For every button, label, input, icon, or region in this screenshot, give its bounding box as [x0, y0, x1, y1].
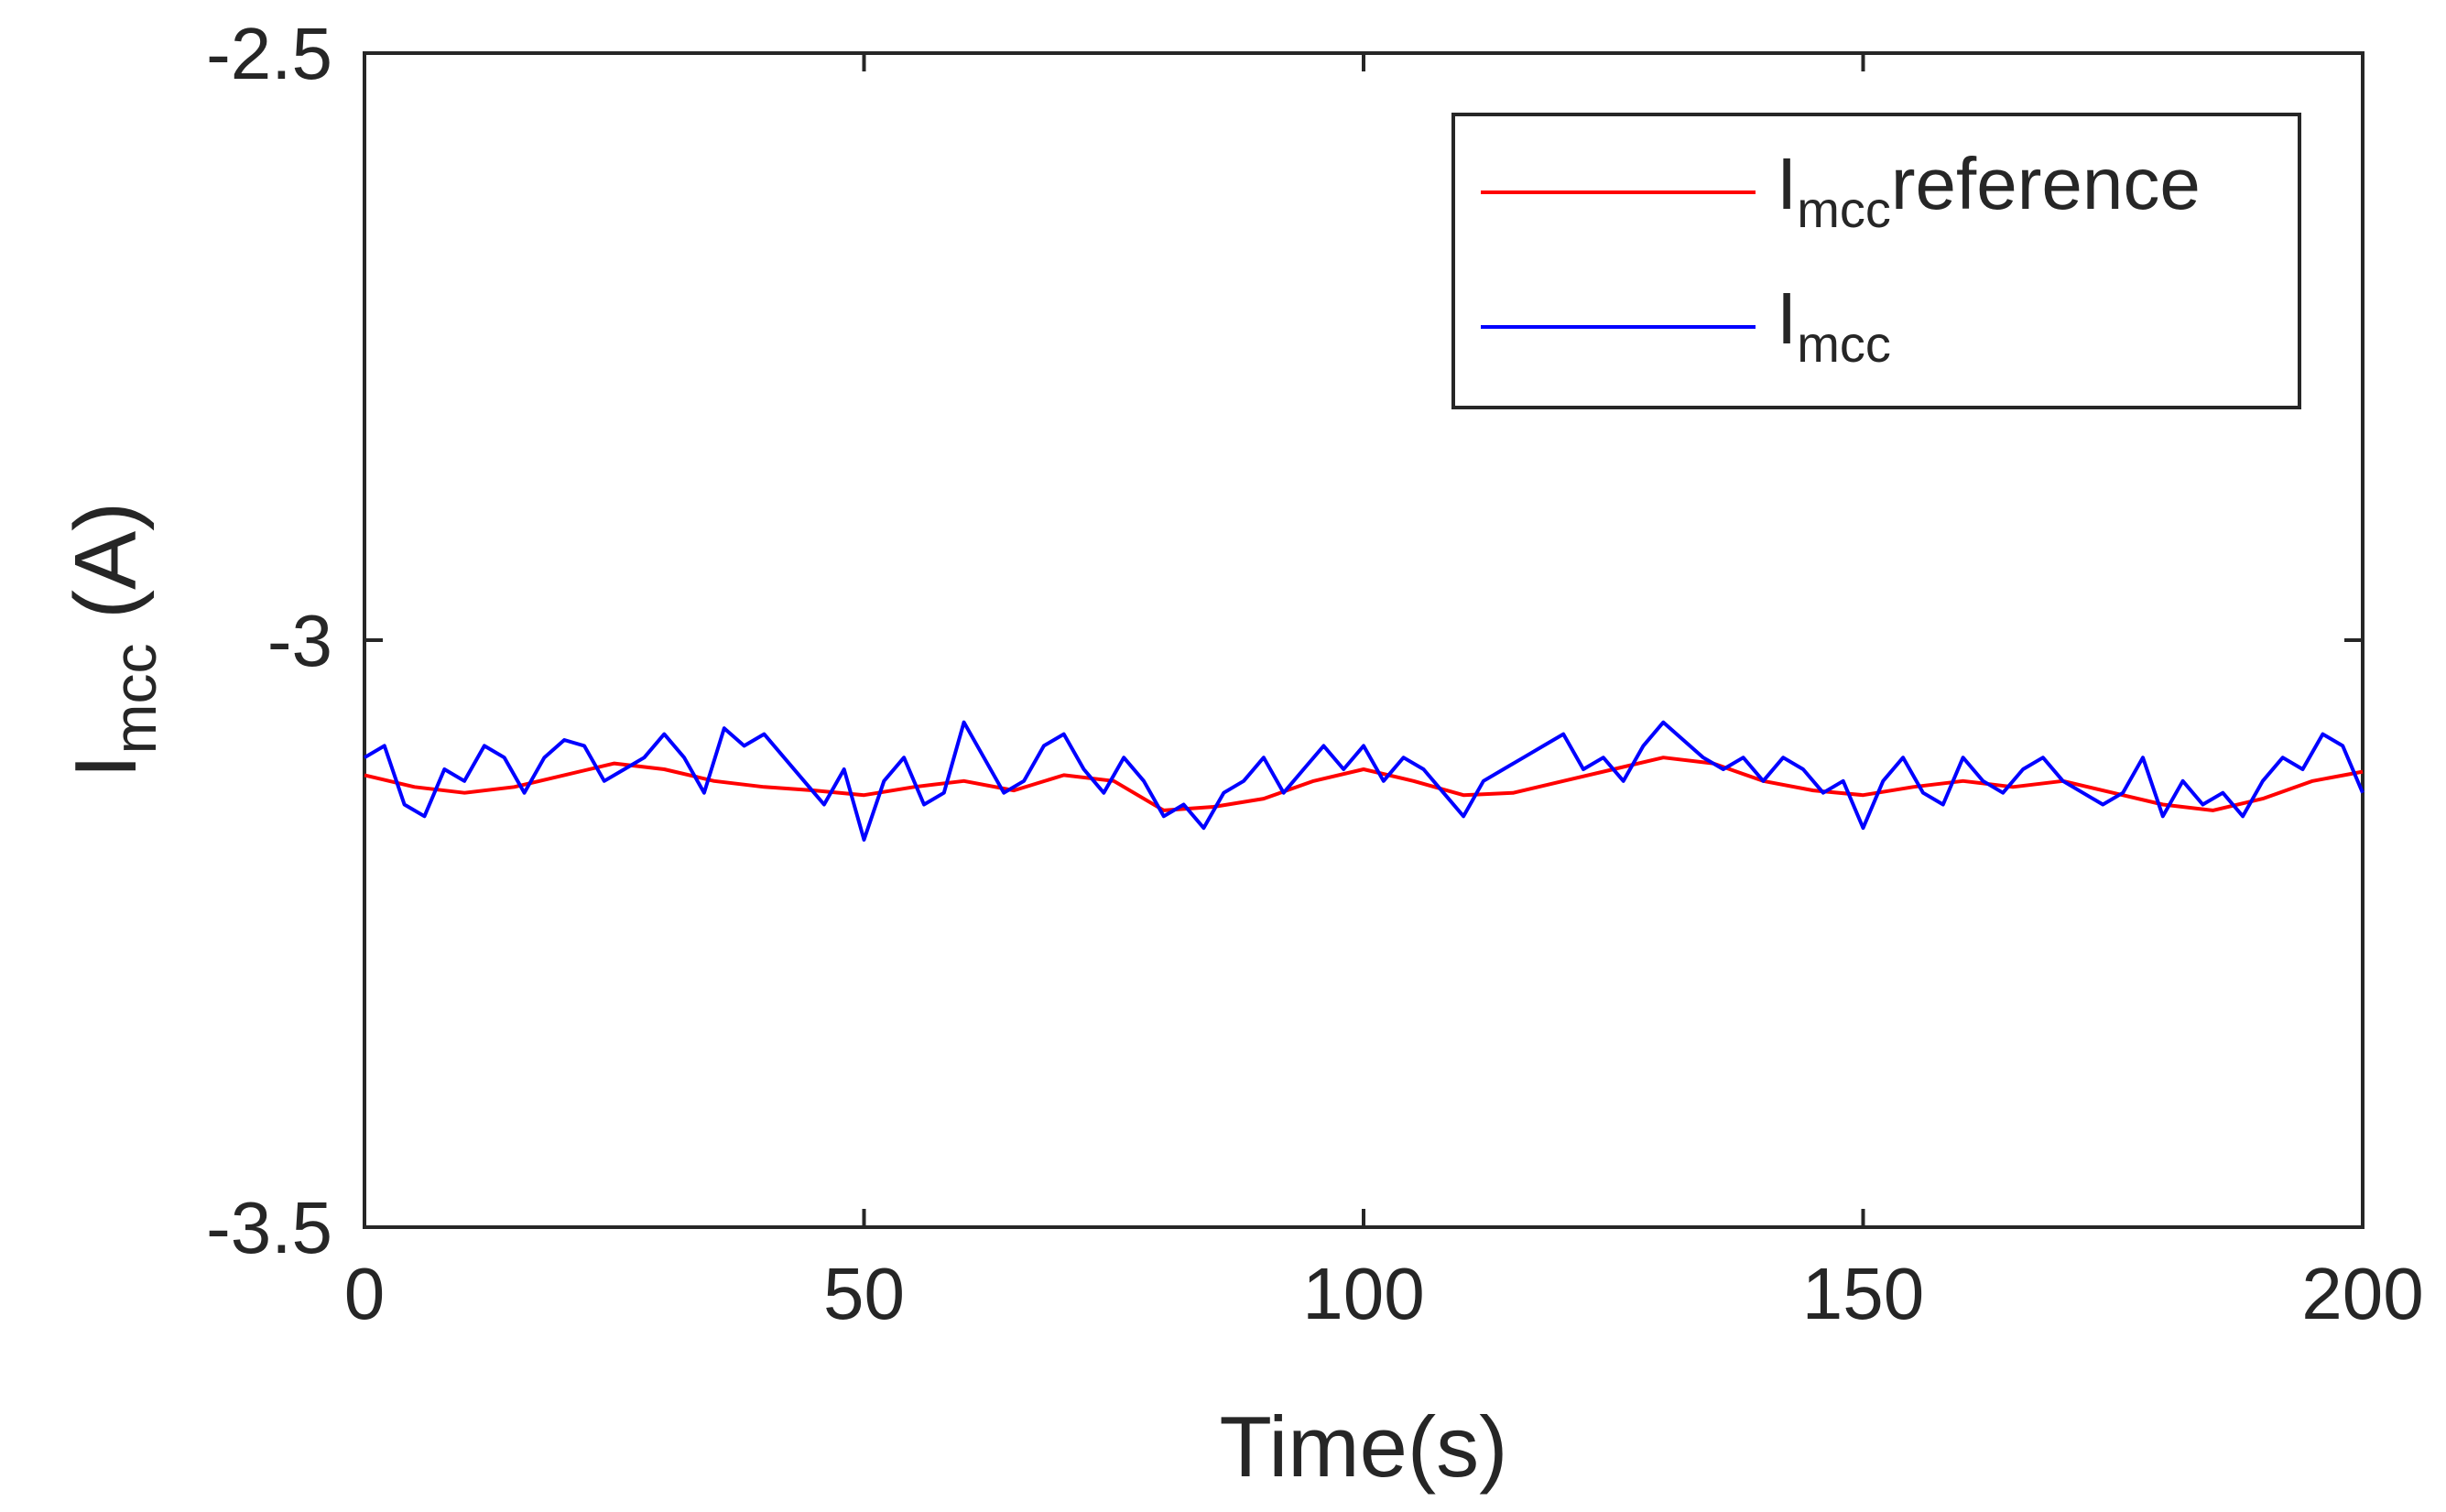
legend-label-reference: Imccreference: [1777, 143, 2201, 238]
x-tick-label: 150: [1802, 1253, 1924, 1334]
y-axis-label-main: I: [57, 754, 155, 778]
legend-label-reference-suffix: reference: [1891, 143, 2201, 224]
y-axis-label-sub: mcc: [101, 643, 169, 754]
x-tick-label: 50: [823, 1253, 905, 1334]
legend-label-reference-main: I: [1777, 143, 1797, 224]
legend-label-measured-sub: mcc: [1797, 315, 1891, 373]
tick-layer: 0 50 100 150 200 -3.5 -3 -2.5: [206, 13, 2424, 1334]
series-line-measured: [363, 720, 2364, 842]
y-tick-label: -2.5: [206, 13, 332, 94]
x-tick-label: 100: [1302, 1253, 1424, 1334]
legend-label-reference-sub: mcc: [1797, 180, 1891, 238]
legend-box: [1451, 113, 2301, 409]
series-layer: [363, 720, 2364, 842]
legend: Imccreference Imcc: [1451, 113, 2301, 409]
y-tick-label: -3.5: [206, 1187, 332, 1268]
y-axis-label-unit: (A): [57, 502, 155, 644]
y-axis-label: Imcc (A): [57, 502, 169, 778]
x-axis-label: Time(s): [1219, 1398, 1507, 1495]
legend-label-measured-main: I: [1777, 277, 1797, 359]
x-tick-label: 0: [344, 1253, 386, 1334]
series-line-reference: [364, 756, 2364, 812]
legend-label-measured: Imcc: [1777, 277, 1891, 373]
x-tick-label: 200: [2301, 1253, 2423, 1334]
y-tick-label: -3: [267, 600, 332, 681]
